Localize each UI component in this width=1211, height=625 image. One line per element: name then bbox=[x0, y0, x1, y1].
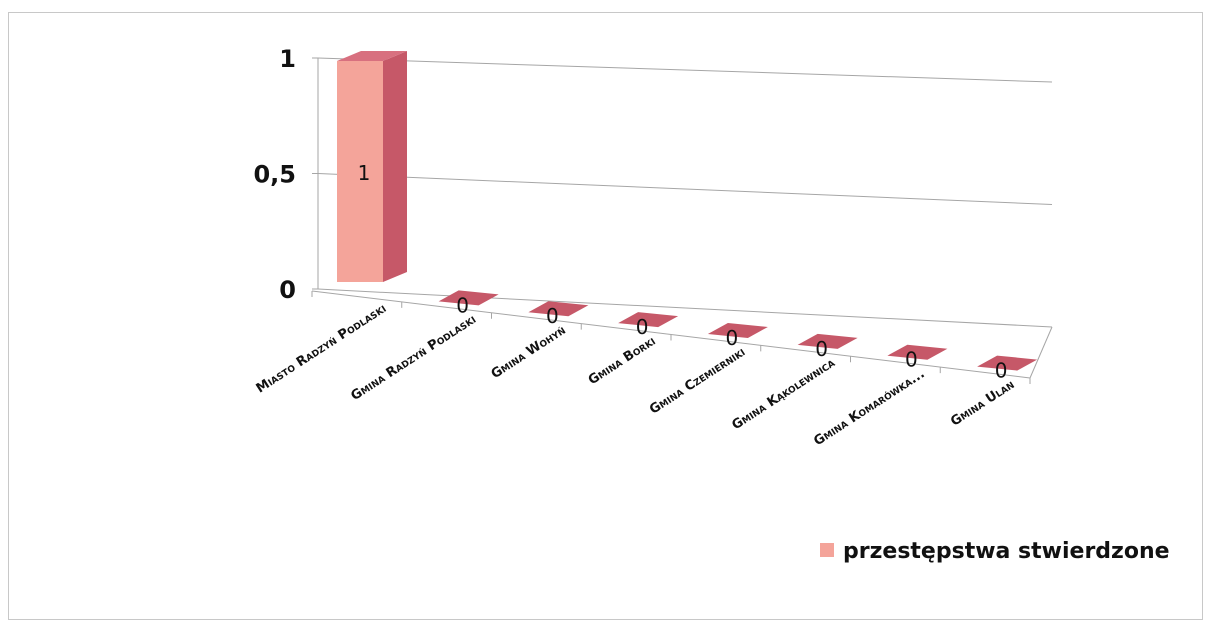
data-label: 0 bbox=[456, 293, 469, 317]
bar-top bbox=[337, 51, 407, 61]
y-tick-label: 1 bbox=[279, 45, 296, 73]
category-label: Gmina Borki bbox=[586, 334, 659, 388]
category-label: Gmina Czemierniki bbox=[647, 345, 748, 418]
data-label: 0 bbox=[726, 326, 739, 350]
data-label: 0 bbox=[636, 315, 649, 339]
legend-swatch bbox=[820, 543, 834, 557]
bar bbox=[438, 290, 499, 306]
bar-side bbox=[383, 51, 407, 282]
gridline bbox=[317, 57, 1053, 83]
category-label: Gmina Ulan bbox=[948, 377, 1017, 429]
data-label: 0 bbox=[546, 304, 559, 328]
bar bbox=[887, 344, 948, 360]
bar bbox=[337, 61, 383, 282]
gridline bbox=[317, 173, 1053, 205]
bar bbox=[797, 333, 858, 349]
chart-frame bbox=[8, 12, 1203, 620]
y-tick-label: 0,5 bbox=[253, 161, 296, 189]
category-label: Gmina Kąkolewnica bbox=[729, 356, 837, 434]
data-label: 0 bbox=[815, 337, 828, 361]
category-label: Gmina Komarówka... bbox=[811, 366, 927, 449]
bar bbox=[618, 312, 679, 328]
floor-back-edge bbox=[317, 288, 1053, 328]
y-tick-label: 0 bbox=[279, 276, 296, 304]
data-label: 0 bbox=[995, 359, 1008, 383]
floor-right-edge bbox=[1029, 326, 1053, 379]
category-label: Gmina Wohyń bbox=[489, 323, 569, 382]
legend-label: przestępstwa stwierdzone bbox=[843, 539, 1170, 564]
data-label: 1 bbox=[358, 161, 371, 185]
data-label: 0 bbox=[905, 348, 918, 372]
bar bbox=[707, 322, 768, 338]
bar bbox=[528, 301, 589, 317]
bar bbox=[977, 355, 1038, 371]
